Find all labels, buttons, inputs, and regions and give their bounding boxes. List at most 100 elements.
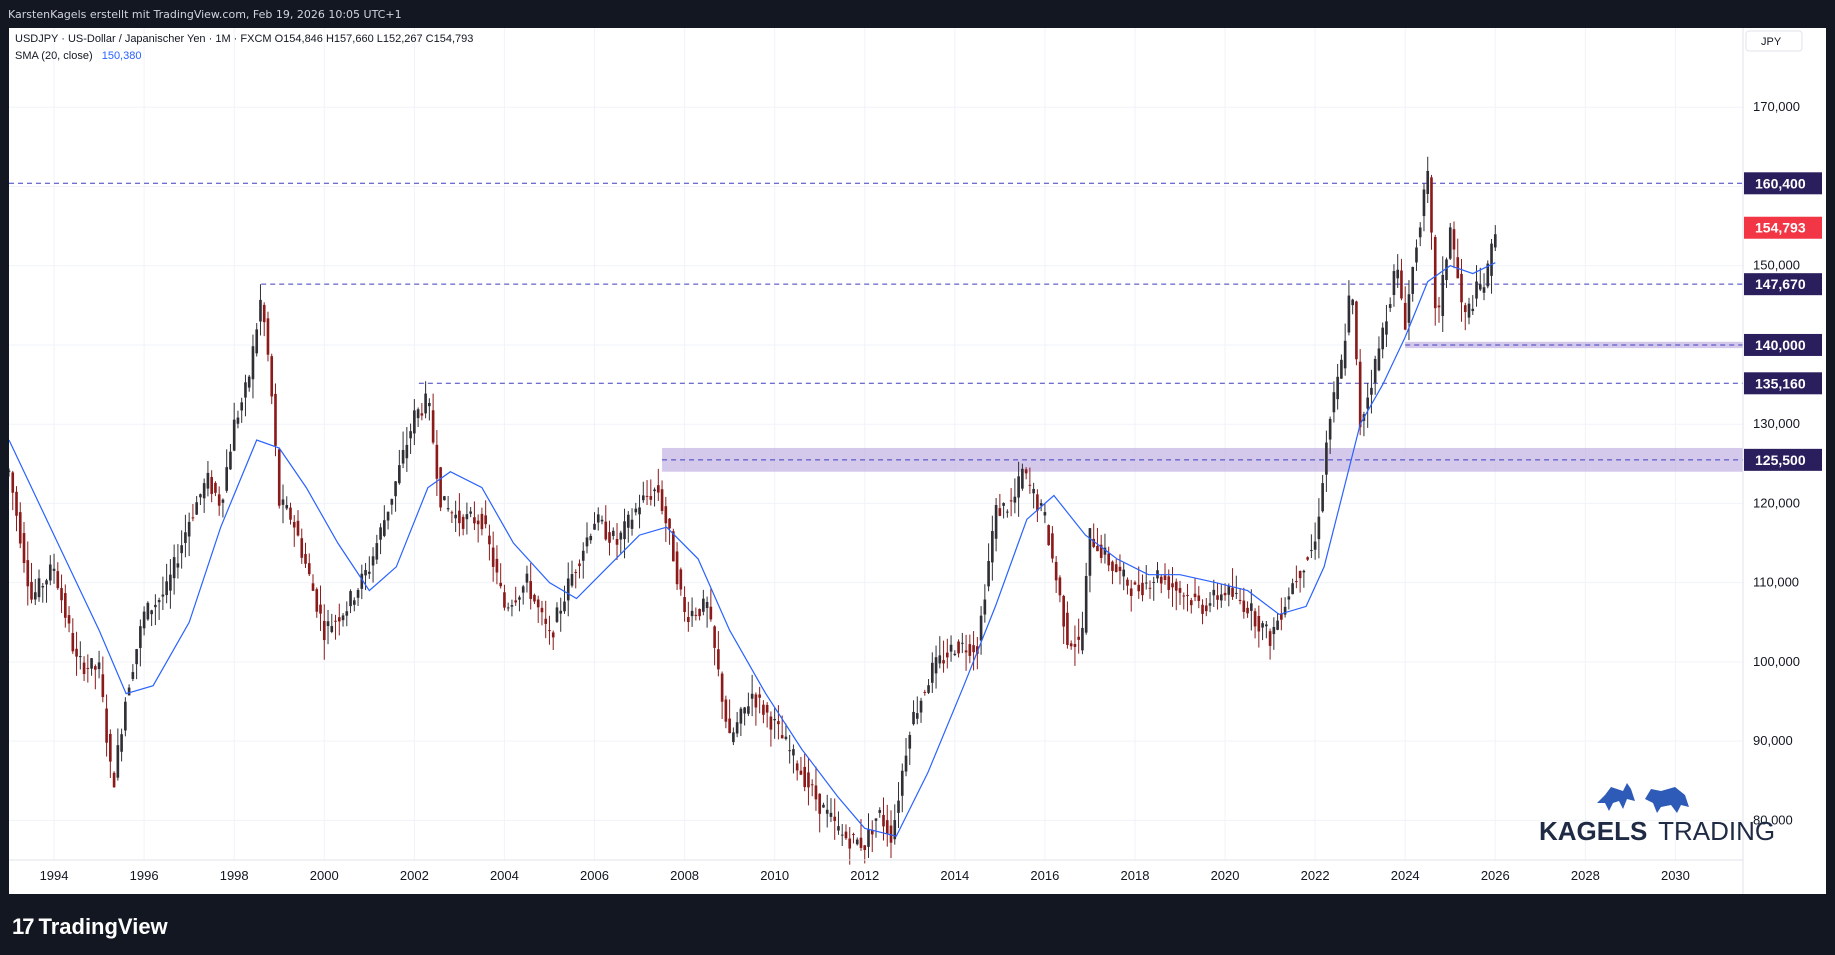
candle-body bbox=[41, 586, 45, 588]
candle-body bbox=[480, 513, 484, 530]
candle-body bbox=[1062, 595, 1065, 627]
candle-body bbox=[375, 543, 379, 560]
candle-body bbox=[48, 564, 52, 581]
candle-body bbox=[1088, 528, 1092, 576]
candle-body bbox=[521, 586, 525, 593]
candle-body bbox=[638, 507, 641, 515]
candle-body bbox=[1280, 613, 1283, 620]
candle-body bbox=[840, 834, 844, 836]
candle-body bbox=[371, 556, 375, 566]
candle-body bbox=[30, 581, 33, 600]
candle-body bbox=[1054, 561, 1058, 581]
candle-body bbox=[1463, 305, 1467, 313]
candle-body bbox=[473, 517, 476, 524]
candle-body bbox=[1163, 575, 1167, 580]
candle-body bbox=[784, 736, 788, 739]
candle-body bbox=[1355, 301, 1358, 360]
candle-body bbox=[401, 449, 405, 464]
candle-body bbox=[424, 393, 427, 414]
candle-body bbox=[116, 745, 120, 778]
candle-body bbox=[724, 699, 728, 722]
candle-body bbox=[1141, 582, 1144, 596]
candle-body bbox=[690, 610, 694, 617]
chart-frame[interactable]: 80,000 90,000 100,000 110,000 120,000 130,000… bbox=[7, 28, 1826, 894]
candle-body bbox=[934, 657, 938, 674]
candle-body bbox=[1144, 582, 1148, 584]
candle-body bbox=[1370, 387, 1373, 395]
candle-body bbox=[1223, 592, 1227, 596]
candle-body bbox=[664, 506, 668, 524]
candle-body bbox=[101, 674, 105, 698]
candle-body bbox=[1036, 494, 1039, 511]
candle-body bbox=[67, 615, 71, 624]
candle-body bbox=[1250, 603, 1253, 611]
candle-body bbox=[139, 626, 142, 648]
candle-body bbox=[885, 820, 889, 834]
candle-body bbox=[687, 616, 690, 623]
candle-body bbox=[1006, 511, 1009, 513]
candle-body bbox=[713, 626, 716, 648]
candle-body bbox=[1058, 577, 1062, 596]
y-tick-label: 110,000 bbox=[1753, 575, 1799, 590]
candle-body bbox=[383, 520, 386, 536]
candle-body bbox=[915, 713, 919, 719]
candle-body bbox=[551, 632, 555, 638]
candle-body bbox=[1336, 376, 1339, 400]
candle-body bbox=[322, 620, 326, 641]
level-label-box bbox=[1744, 333, 1822, 356]
candle-body bbox=[405, 444, 409, 459]
tradingview-brand[interactable]: 17 TradingView bbox=[12, 914, 168, 940]
candle-body bbox=[743, 707, 746, 714]
candle-body bbox=[112, 772, 116, 788]
candle-body bbox=[732, 732, 735, 743]
candle-body bbox=[1189, 600, 1193, 606]
candle-body bbox=[1373, 358, 1377, 383]
candle-body bbox=[660, 489, 664, 511]
level-label: 140,000 bbox=[1755, 337, 1806, 353]
currency-label[interactable]: JPY bbox=[1761, 36, 1782, 48]
candle-body bbox=[124, 701, 127, 731]
x-tick-label: 2010 bbox=[760, 868, 789, 883]
candle-body bbox=[818, 793, 822, 814]
candle-body bbox=[619, 532, 623, 540]
level-label: 160,400 bbox=[1755, 175, 1806, 191]
candle-body bbox=[788, 750, 791, 752]
candle-body bbox=[1486, 263, 1490, 287]
y-tick-label: 130,000 bbox=[1753, 416, 1800, 431]
candle-body bbox=[1381, 327, 1385, 350]
candle-body bbox=[135, 649, 138, 665]
candle-body bbox=[679, 569, 683, 590]
level-labels: 160,400 147,670 140,000 135,160 125,500 154,7… bbox=[1744, 172, 1822, 471]
candle-body bbox=[337, 617, 341, 622]
candle-body bbox=[1407, 294, 1411, 323]
candle-body bbox=[1107, 553, 1111, 566]
candle-body bbox=[961, 642, 964, 644]
candle-body bbox=[469, 511, 472, 514]
candle-body bbox=[1118, 566, 1122, 572]
candle-body bbox=[428, 402, 431, 407]
candle-body bbox=[225, 467, 229, 491]
candle-body bbox=[458, 510, 461, 524]
y-tick-label: 90,000 bbox=[1753, 733, 1793, 748]
tradingview-brand-text: TradingView bbox=[38, 914, 168, 939]
candle-body bbox=[180, 545, 183, 554]
candle-body bbox=[1096, 545, 1099, 552]
candle-body bbox=[45, 580, 48, 585]
candle-body bbox=[439, 467, 442, 508]
candle-body bbox=[795, 763, 799, 771]
candle-body bbox=[1452, 229, 1456, 250]
grid bbox=[9, 28, 1743, 860]
candle-body bbox=[503, 592, 506, 608]
candle-body bbox=[1272, 626, 1276, 635]
candle-body bbox=[615, 538, 619, 545]
candle-body bbox=[1351, 299, 1354, 306]
kagels-trading-watermark: KAGELS TRADING bbox=[1539, 783, 1775, 846]
candle-body bbox=[491, 547, 495, 567]
candle-body bbox=[1159, 576, 1163, 584]
candle-body bbox=[1171, 583, 1174, 588]
zones bbox=[662, 341, 1743, 472]
candle-body bbox=[630, 519, 634, 529]
price-chart[interactable]: 80,000 90,000 100,000 110,000 120,000 130,000… bbox=[7, 28, 1826, 894]
candle-body bbox=[127, 687, 131, 696]
candle-body bbox=[514, 600, 518, 603]
